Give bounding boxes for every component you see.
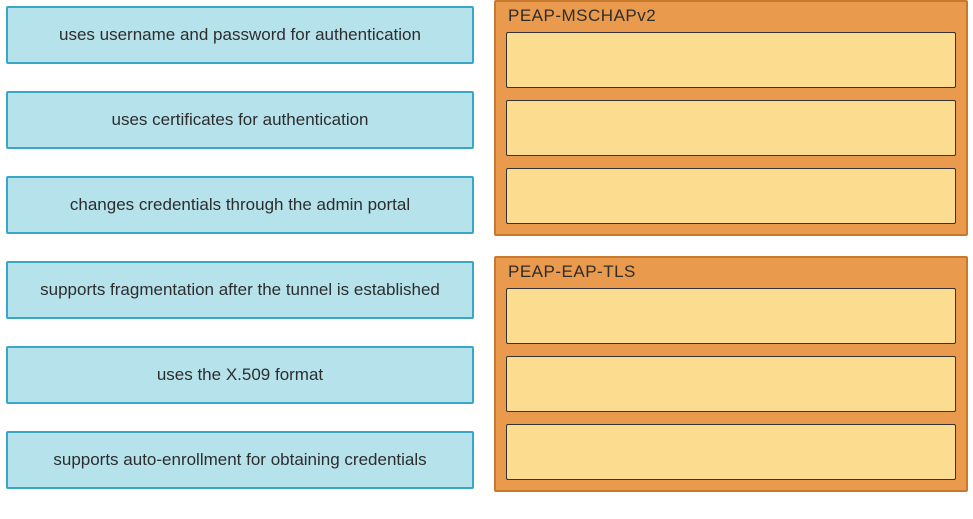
source-item[interactable]: changes credentials through the admin po… (6, 176, 474, 234)
drop-slot[interactable] (506, 424, 956, 480)
target-group-title: PEAP-EAP-TLS (508, 262, 956, 282)
drop-slot[interactable] (506, 288, 956, 344)
target-group-peap-eap-tls: PEAP-EAP-TLS (494, 256, 968, 492)
target-slots (506, 32, 956, 224)
source-item[interactable]: uses certificates for authentication (6, 91, 474, 149)
target-group-title: PEAP-MSCHAPv2 (508, 6, 956, 26)
source-item[interactable]: supports auto-enrollment for obtaining c… (6, 431, 474, 489)
source-item[interactable]: uses username and password for authentic… (6, 6, 474, 64)
target-column: PEAP-MSCHAPv2 PEAP-EAP-TLS (494, 0, 968, 492)
source-item[interactable]: supports fragmentation after the tunnel … (6, 261, 474, 319)
source-item[interactable]: uses the X.509 format (6, 346, 474, 404)
drag-drop-canvas: uses username and password for authentic… (0, 0, 973, 519)
drop-slot[interactable] (506, 32, 956, 88)
target-group-peap-mschapv2: PEAP-MSCHAPv2 (494, 0, 968, 236)
drop-slot[interactable] (506, 356, 956, 412)
target-slots (506, 288, 956, 480)
source-column: uses username and password for authentic… (6, 6, 474, 489)
drop-slot[interactable] (506, 168, 956, 224)
drop-slot[interactable] (506, 100, 956, 156)
